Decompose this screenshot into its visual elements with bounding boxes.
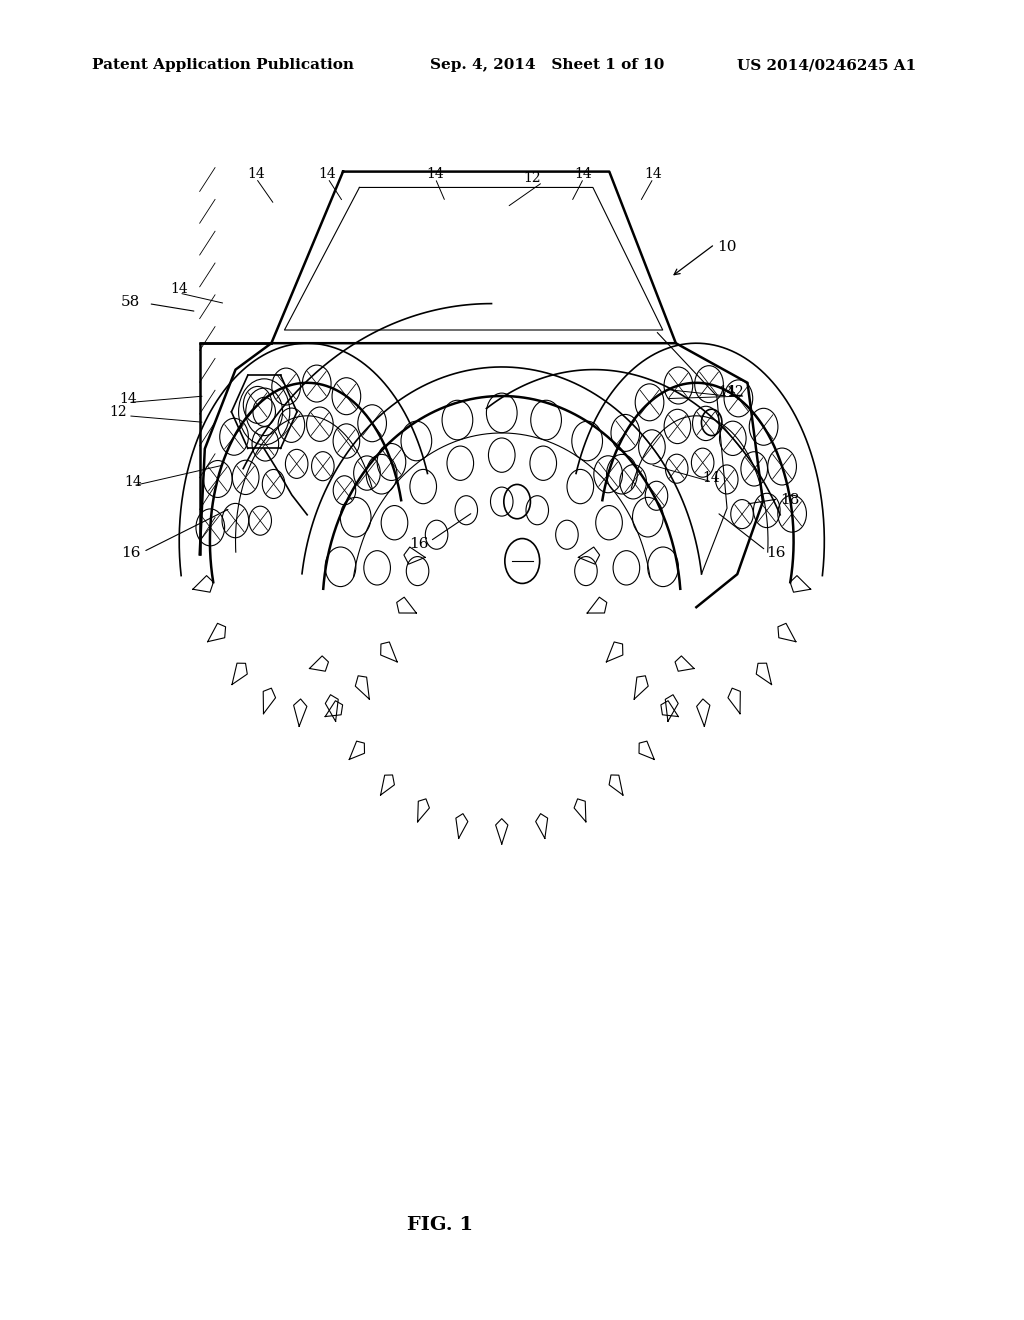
Text: 14: 14 <box>124 475 142 488</box>
Text: US 2014/0246245 A1: US 2014/0246245 A1 <box>737 58 916 73</box>
Text: 14: 14 <box>644 168 663 181</box>
Text: 14: 14 <box>574 168 593 181</box>
Text: 14: 14 <box>702 471 721 484</box>
Text: 14: 14 <box>119 392 137 405</box>
Text: 18: 18 <box>780 494 800 507</box>
Text: 16: 16 <box>121 546 140 560</box>
Text: 16: 16 <box>410 537 429 550</box>
Text: 10: 10 <box>717 240 736 253</box>
Text: 12: 12 <box>726 385 744 399</box>
Text: 16: 16 <box>766 546 785 560</box>
Text: 14: 14 <box>247 168 265 181</box>
Text: FIG. 1: FIG. 1 <box>408 1216 473 1234</box>
Text: Sep. 4, 2014   Sheet 1 of 10: Sep. 4, 2014 Sheet 1 of 10 <box>430 58 665 73</box>
Text: 12: 12 <box>109 405 127 418</box>
Text: Patent Application Publication: Patent Application Publication <box>92 58 354 73</box>
Text: 14: 14 <box>426 168 444 181</box>
Text: 58: 58 <box>121 296 140 309</box>
Text: 14: 14 <box>718 385 736 399</box>
Text: 12: 12 <box>523 172 542 185</box>
Text: 14: 14 <box>318 168 337 181</box>
Text: 14: 14 <box>170 282 188 296</box>
